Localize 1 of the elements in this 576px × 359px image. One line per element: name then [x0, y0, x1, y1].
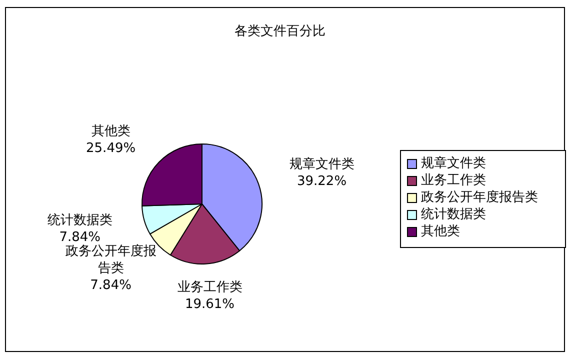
title: 各类文件百分比	[234, 24, 326, 40]
